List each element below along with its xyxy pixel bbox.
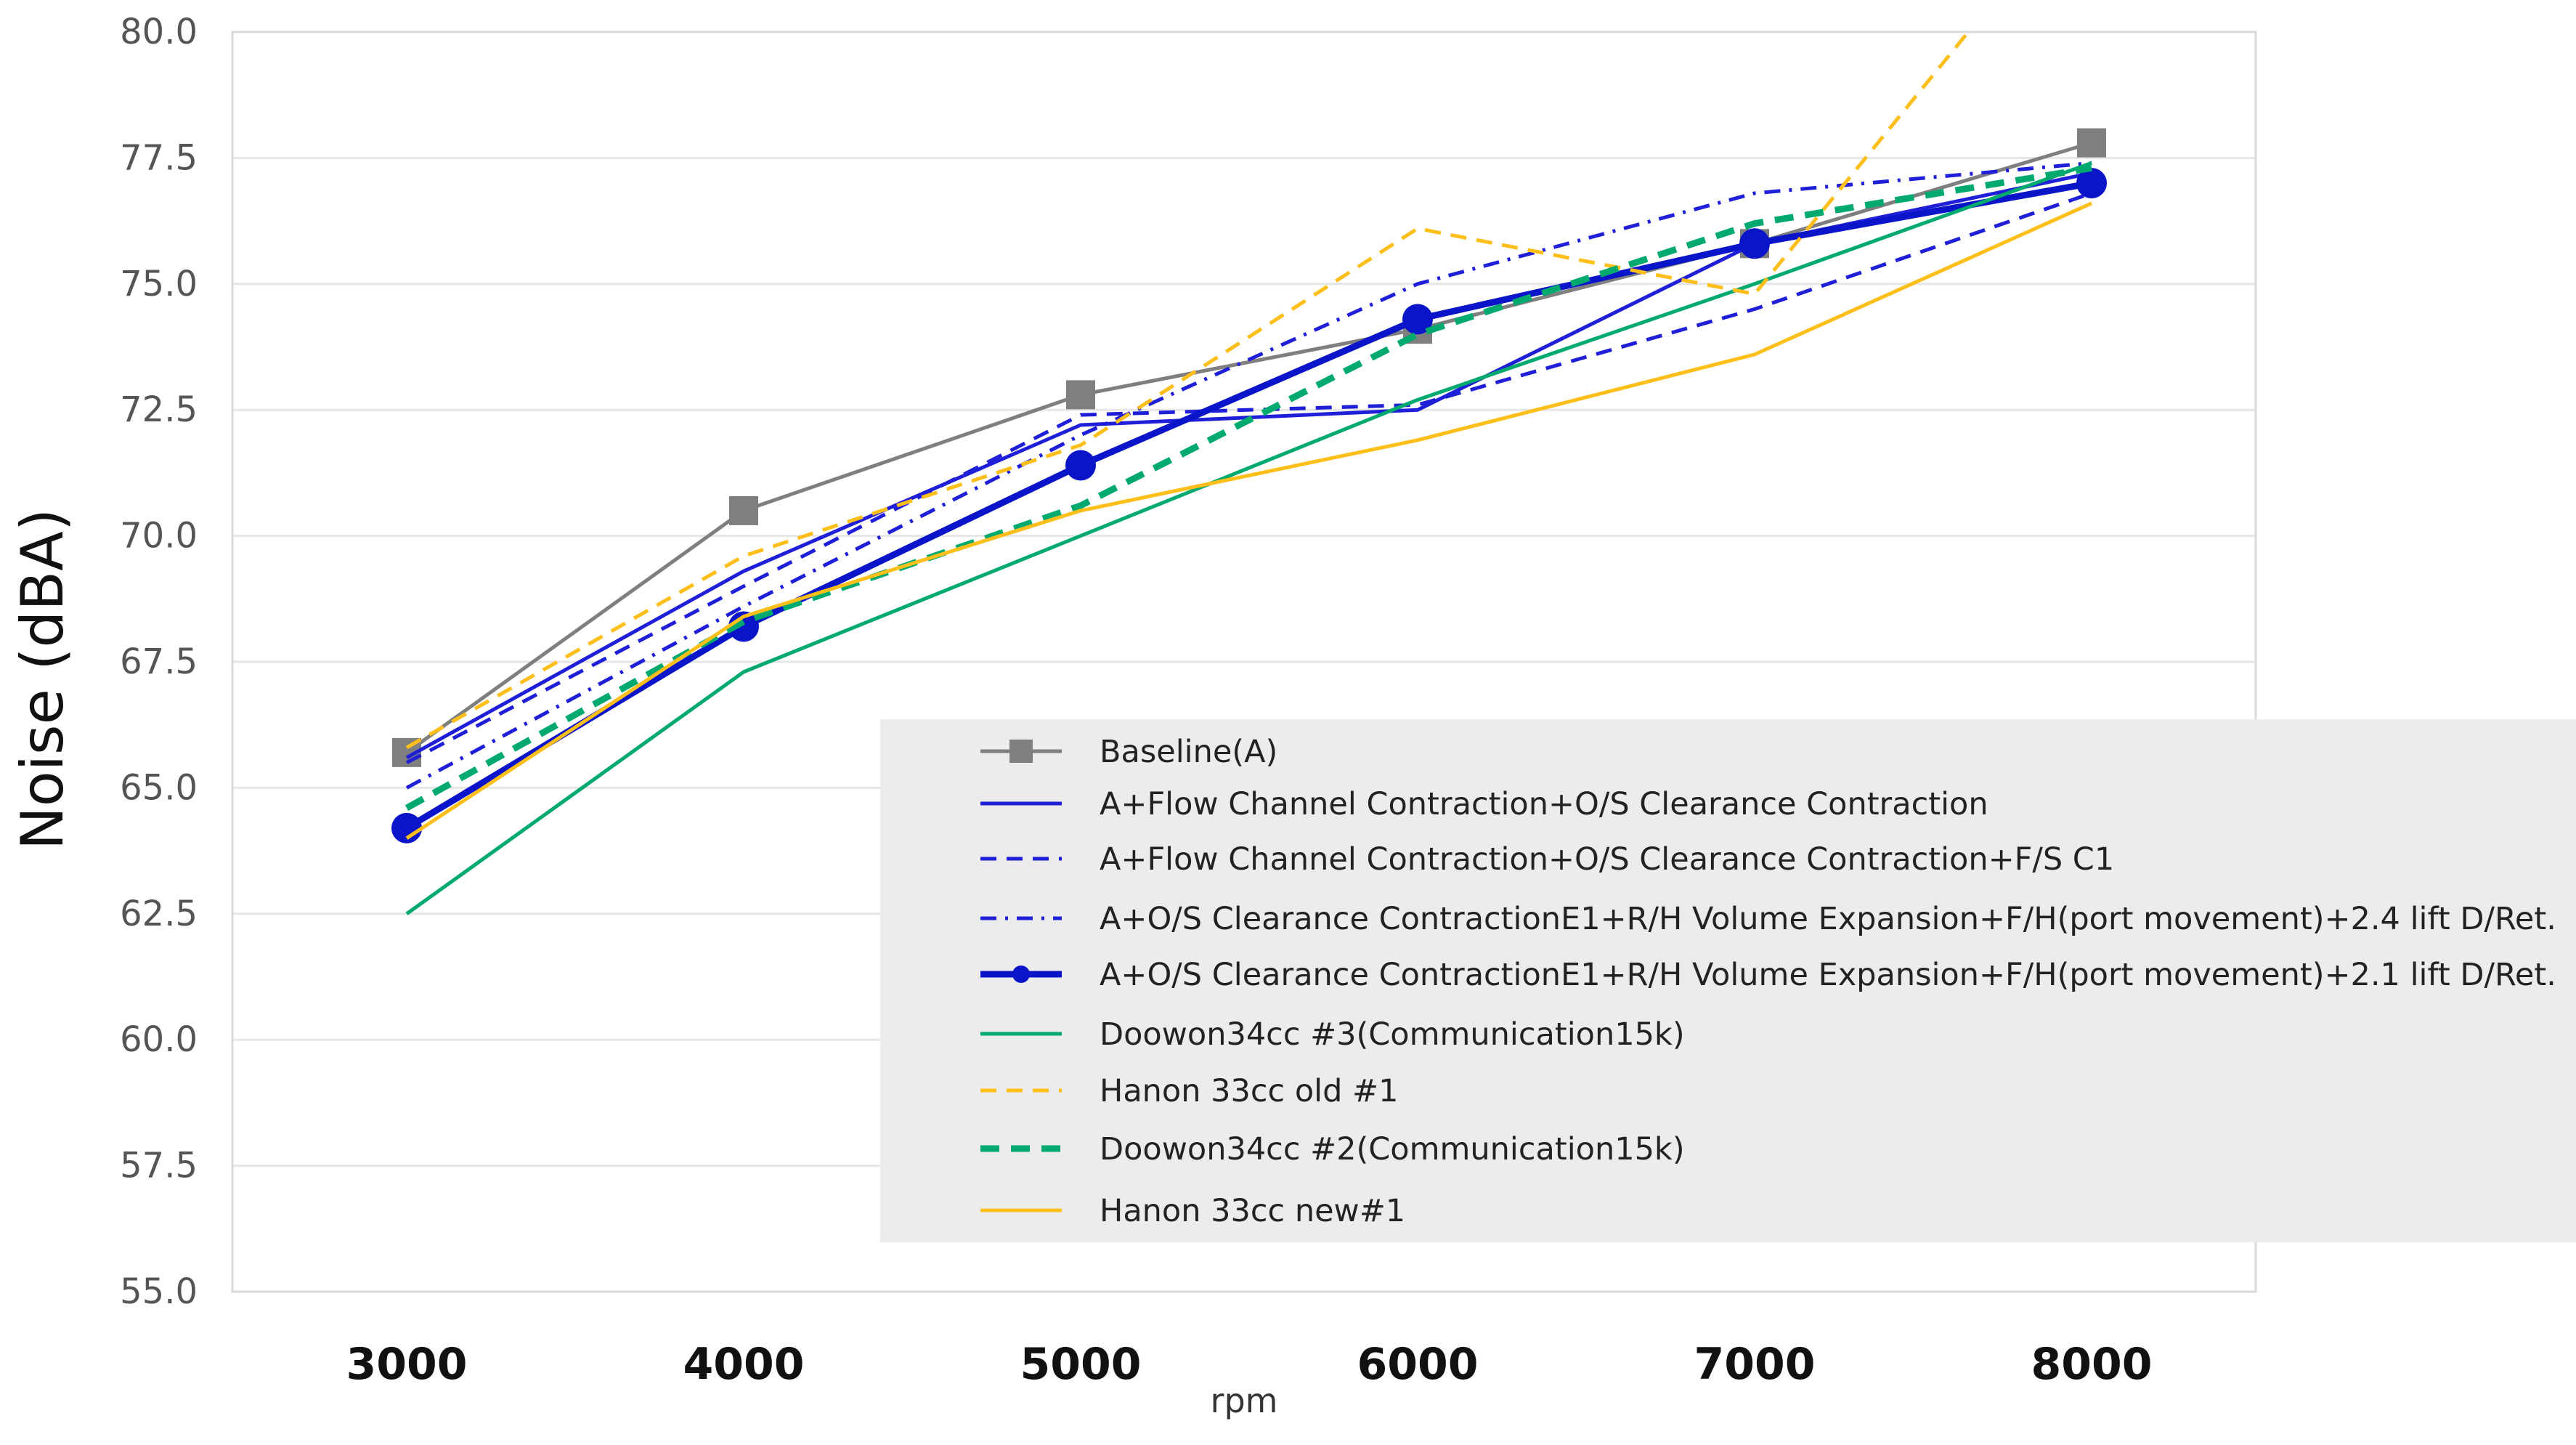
series-line bbox=[405, 179, 2092, 831]
legend-item: Doowon34cc #2(Communication15k) bbox=[980, 1131, 1685, 1167]
y-axis-ticks: 55.0 57.5 60.0 62.5 65.0 67.5 70.0 72.5 75.0 77.5… bbox=[120, 12, 198, 1312]
data-point bbox=[2077, 128, 2106, 158]
x-tick-label: 3000 bbox=[346, 1339, 468, 1390]
series-line bbox=[405, 191, 2092, 764]
data-point bbox=[1402, 304, 1433, 335]
legend-marker bbox=[1009, 740, 1033, 763]
series-8 bbox=[405, 164, 2092, 811]
legend-label: Doowon34cc #2(Communication15k) bbox=[1100, 1131, 1685, 1167]
x-tick-label: 6000 bbox=[1357, 1339, 1479, 1390]
legend-label: A+Flow Channel Contraction+O/S Clearance… bbox=[1100, 786, 1988, 822]
series-line bbox=[405, 164, 2092, 811]
data-point bbox=[2076, 168, 2107, 199]
y-tick-label: 72.5 bbox=[120, 389, 198, 430]
data-point bbox=[729, 495, 758, 525]
plot-frame bbox=[231, 31, 2257, 1293]
legend-item: A+O/S Clearance ContractionE1+R/H Volume… bbox=[980, 957, 2556, 993]
series-5 bbox=[391, 168, 2107, 843]
x-axis-label: rpm bbox=[1211, 1381, 1278, 1420]
grid-lines bbox=[232, 156, 2256, 1167]
data-point bbox=[1065, 450, 1096, 481]
y-axis-label: Noise (dBA) bbox=[9, 509, 76, 850]
legend-label: A+O/S Clearance ContractionE1+R/H Volume… bbox=[1100, 957, 2556, 993]
y-tick-label: 70.0 bbox=[120, 516, 198, 556]
x-tick-label: 8000 bbox=[2031, 1339, 2153, 1390]
series-7 bbox=[405, 32, 1971, 750]
legend-label: Hanon 33cc new#1 bbox=[1100, 1193, 1405, 1229]
y-tick-label: 62.5 bbox=[120, 894, 198, 934]
legend-marker bbox=[1012, 966, 1030, 983]
series-line bbox=[405, 161, 2092, 915]
y-tick-label: 57.5 bbox=[120, 1146, 198, 1186]
y-tick-label: 77.5 bbox=[120, 137, 198, 178]
series-4 bbox=[405, 161, 2092, 790]
legend-label: Doowon34cc #3(Communication15k) bbox=[1100, 1016, 1685, 1053]
legend-label: Baseline(A) bbox=[1100, 734, 1277, 770]
legend-item: Doowon34cc #3(Communication15k) bbox=[980, 1016, 1685, 1053]
legend-item: A+Flow Channel Contraction+O/S Clearance… bbox=[980, 786, 1988, 822]
y-tick-label: 67.5 bbox=[120, 641, 198, 682]
legend-label: A+Flow Channel Contraction+O/S Clearance… bbox=[1100, 841, 2114, 878]
y-tick-label: 55.0 bbox=[120, 1271, 198, 1312]
legend-label: Hanon 33cc old #1 bbox=[1100, 1073, 1398, 1109]
y-tick-label: 65.0 bbox=[120, 767, 198, 808]
series-line bbox=[405, 32, 1971, 750]
y-tick-label: 60.0 bbox=[120, 1019, 198, 1060]
series-6 bbox=[405, 161, 2092, 915]
legend-item: Hanon 33cc old #1 bbox=[980, 1073, 1398, 1109]
legend-item: A+O/S Clearance ContractionE1+R/H Volume… bbox=[980, 901, 2556, 937]
legend-label: A+O/S Clearance ContractionE1+R/H Volume… bbox=[1100, 901, 2556, 937]
data-point bbox=[391, 812, 422, 843]
x-tick-label: 4000 bbox=[683, 1339, 805, 1390]
series-9 bbox=[405, 201, 2093, 840]
x-axis-ticks: 3000 4000 5000 6000 7000 8000 bbox=[346, 1339, 2153, 1390]
y-tick-label: 80.0 bbox=[120, 12, 198, 52]
x-tick-label: 7000 bbox=[1694, 1339, 1816, 1390]
series-lines bbox=[391, 32, 2107, 915]
series-line bbox=[405, 161, 2092, 790]
series-3 bbox=[405, 191, 2092, 764]
data-point bbox=[728, 611, 759, 642]
y-tick-label: 75.0 bbox=[120, 264, 198, 304]
legend-item: Hanon 33cc new#1 bbox=[980, 1193, 1405, 1229]
data-point bbox=[1739, 228, 1770, 259]
data-point bbox=[1066, 380, 1095, 410]
legend: Baseline(A) A+Flow Channel Contraction+O/… bbox=[880, 719, 2576, 1242]
series-line bbox=[405, 201, 2093, 840]
legend-box bbox=[880, 719, 2576, 1242]
x-tick-label: 5000 bbox=[1020, 1339, 1142, 1390]
legend-item: A+Flow Channel Contraction+O/S Clearance… bbox=[980, 841, 2114, 878]
legend-item: Baseline(A) bbox=[980, 734, 1277, 770]
